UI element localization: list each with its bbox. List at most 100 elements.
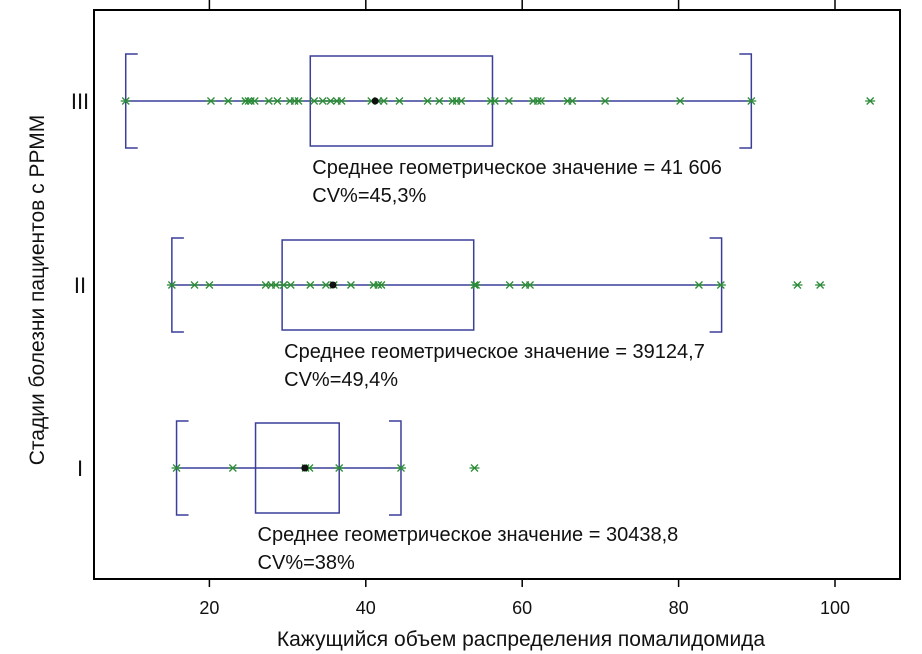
mean-marker [301, 464, 309, 472]
point-stroke [423, 97, 432, 105]
annotation-mean: Среднее геометрическое значение = 39124,… [284, 341, 705, 363]
data-point [865, 97, 876, 105]
point-stroke [224, 97, 233, 105]
point-stroke [207, 97, 215, 105]
point-stroke [271, 281, 280, 289]
data-point [336, 97, 347, 105]
data-point [815, 281, 826, 289]
plot-frame [93, 9, 901, 580]
point-stroke [190, 281, 199, 289]
data-point [471, 281, 482, 289]
point-stroke [568, 97, 577, 105]
data-point [395, 464, 406, 472]
x-tick-label: 80 [669, 598, 689, 618]
point-stroke [228, 464, 237, 472]
data-point [525, 281, 536, 289]
point-stroke [326, 97, 335, 105]
point-stroke [601, 97, 610, 105]
data-point [189, 281, 200, 289]
data-point [376, 281, 387, 289]
x-tick-label: 40 [356, 598, 376, 618]
box-group-III: III Среднее геометрическое значение = 41 … [71, 53, 876, 207]
data-point [394, 97, 405, 105]
x-axis-ticks: 20 40 60 80 100 [199, 579, 850, 618]
data-point [227, 464, 238, 472]
data-point [535, 97, 546, 105]
point-stroke [306, 281, 315, 289]
annotation-cv: CV%=38% [258, 552, 355, 574]
point-stroke [346, 281, 355, 289]
point-stroke [279, 281, 288, 289]
data-point [120, 97, 131, 105]
data-point [434, 97, 445, 105]
data-point [504, 281, 515, 289]
point-stroke [167, 281, 176, 289]
data-point [272, 97, 283, 105]
data-point [223, 97, 234, 105]
point-stroke [379, 97, 388, 105]
data-point [166, 281, 177, 289]
data-point [675, 97, 686, 105]
point-stroke [273, 97, 282, 105]
x-tick-label: 20 [199, 598, 219, 618]
point-stroke [337, 97, 346, 105]
data-point [567, 97, 578, 105]
point-stroke [172, 464, 181, 472]
data-point [378, 97, 389, 105]
point-stroke [435, 97, 444, 105]
category-label: II [74, 273, 86, 298]
data-point [309, 97, 320, 105]
data-point [285, 281, 296, 289]
data-point [263, 97, 274, 105]
annotation-cv: CV%=45,3% [312, 185, 426, 207]
point-stroke [294, 97, 303, 105]
data-point [345, 281, 356, 289]
data-point [503, 97, 514, 105]
point-stroke [397, 464, 405, 472]
point-stroke [310, 97, 319, 105]
annotation-mean: Среднее геометрическое значение = 41 606 [312, 157, 722, 179]
annotation-cv: CV%=49,4% [284, 369, 398, 391]
point-stroke [490, 97, 499, 105]
point-stroke [676, 97, 685, 105]
box-group-I: I Среднее геометрическое значение = 30438… [77, 420, 679, 574]
point-stroke [286, 281, 295, 289]
box-group-II: II Среднее геометрическое значение = 3912… [74, 237, 826, 391]
x-tick-label: 60 [512, 598, 532, 618]
point-stroke [793, 281, 802, 289]
point-stroke [335, 464, 344, 472]
point-stroke [457, 97, 466, 105]
point-stroke [121, 97, 130, 105]
data-point [204, 281, 215, 289]
point-stroke [470, 464, 479, 472]
data-point [746, 97, 757, 105]
data-point [456, 97, 467, 105]
data-point [422, 97, 433, 105]
y-axis-title: Стадии болезни пациентов с РРММ [26, 115, 49, 466]
annotation-mean: Среднее геометрическое значение = 30438,… [258, 524, 679, 546]
data-point [469, 464, 480, 472]
point-stroke [205, 281, 214, 289]
point-stroke [694, 281, 703, 289]
point-stroke [321, 281, 330, 289]
category-label: I [77, 456, 83, 481]
data-point [334, 464, 345, 472]
point-stroke [264, 97, 273, 105]
top-ticks [208, 0, 836, 10]
point-stroke [472, 281, 481, 289]
data-point [249, 97, 260, 105]
point-stroke [250, 97, 259, 105]
point-stroke [318, 97, 327, 105]
point-stroke [747, 97, 756, 105]
data-point [205, 97, 216, 105]
category-label: III [71, 89, 89, 114]
point-stroke [537, 97, 545, 105]
mean-marker [371, 97, 379, 105]
point-stroke [716, 281, 725, 289]
data-point [305, 281, 316, 289]
x-axis-title: Кажущийся объем распределения помалидоми… [277, 628, 766, 651]
data-point [792, 281, 803, 289]
data-point [715, 281, 726, 289]
